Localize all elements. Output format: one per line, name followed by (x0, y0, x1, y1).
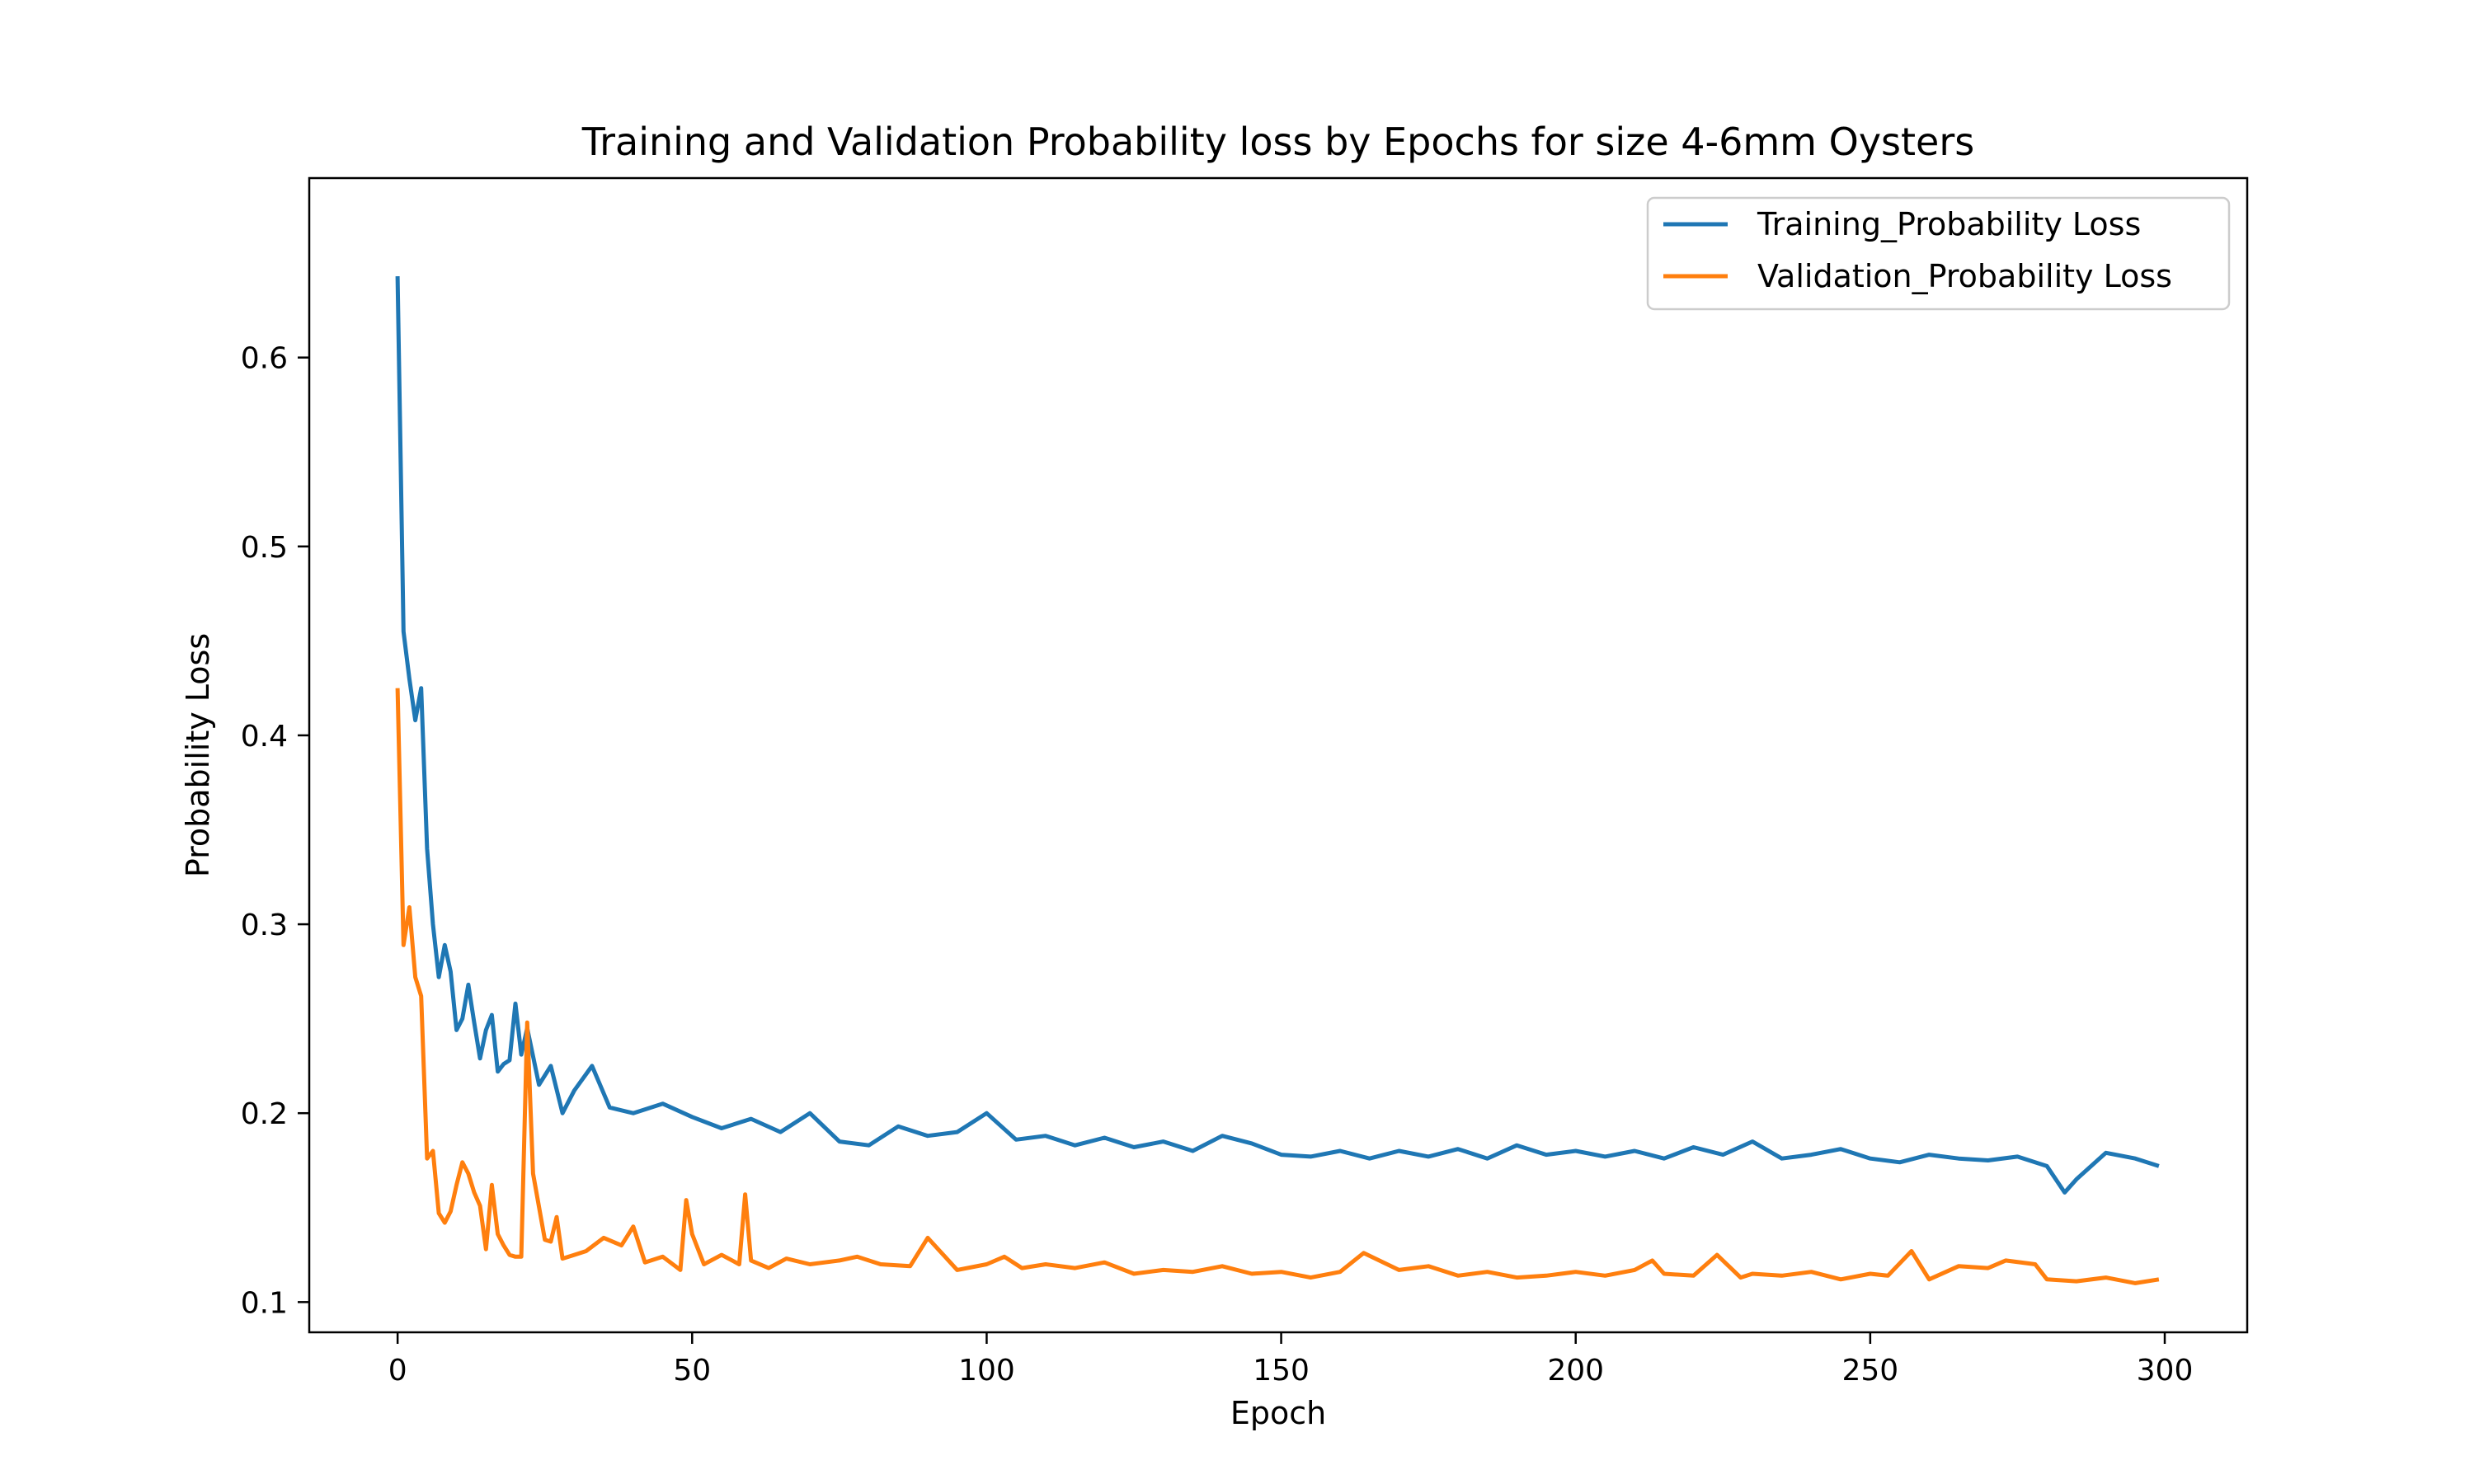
x-axis-label: Epoch (1230, 1395, 1326, 1431)
series-layer (395, 276, 2160, 1285)
y-tick-label: 0.4 (241, 720, 288, 754)
series-line-validation (395, 688, 2160, 1285)
x-tick-label: 100 (958, 1354, 1015, 1388)
x-tick-label: 150 (1253, 1354, 1310, 1388)
y-tick-label: 0.2 (241, 1097, 288, 1131)
x-tick-label: 50 (673, 1354, 711, 1388)
legend-label-validation: Validation_Probability Loss (1757, 258, 2172, 294)
legend-box (1646, 196, 2231, 311)
y-axis: 0.1 0.2 0.3 0.4 0.5 0.6 (241, 342, 309, 1320)
x-tick-label: 250 (1841, 1354, 1898, 1388)
y-tick-label: 0.6 (241, 342, 288, 376)
x-tick-label: 200 (1547, 1354, 1604, 1388)
y-tick-label: 0.1 (241, 1286, 288, 1320)
x-tick-label: 300 (2137, 1354, 2194, 1388)
plot-area-frame (308, 176, 2249, 1334)
y-axis-label: Probability Loss (180, 633, 216, 877)
x-tick-label: 0 (388, 1354, 407, 1388)
y-tick-label: 0.3 (241, 909, 288, 942)
legend: Training_Probability Loss Validation_Pro… (1646, 196, 2231, 311)
y-tick-label: 0.5 (241, 531, 288, 565)
x-axis: 0 50 100 150 200 250 300 (388, 1332, 2194, 1388)
legend-label-training: Training_Probability Loss (1757, 206, 2141, 242)
series-line-training (395, 276, 2160, 1195)
chart-title: Training and Validation Probability loss… (581, 120, 1974, 164)
